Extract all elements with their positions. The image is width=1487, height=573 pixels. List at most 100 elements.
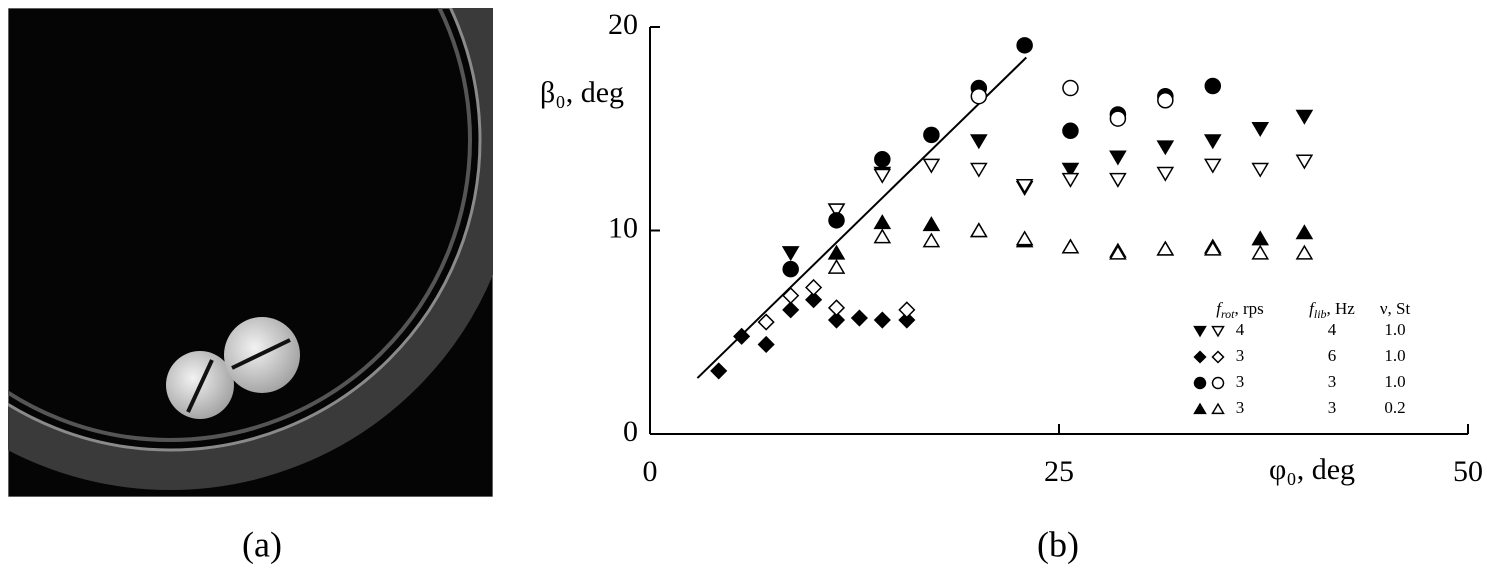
legend-marker [1193, 402, 1207, 415]
point [923, 126, 940, 144]
photo [8, 8, 493, 497]
point [1251, 244, 1270, 260]
panel-label: (a) [242, 524, 282, 564]
point [1251, 122, 1270, 137]
point [1061, 172, 1080, 188]
legend-cell: 3 [1236, 398, 1245, 417]
legend-unit: , rps [1235, 299, 1264, 318]
legend-header: frot, rps [1216, 299, 1264, 321]
point [1015, 178, 1034, 194]
point [1061, 238, 1080, 254]
legend-header: flib, Hz [1309, 299, 1355, 321]
point [827, 244, 846, 260]
point [970, 222, 988, 238]
point [873, 214, 892, 230]
point [827, 258, 846, 274]
x-tick-label: 0 [643, 455, 658, 488]
point [1016, 37, 1033, 54]
point [1204, 77, 1222, 95]
legend-symbol: ν [1380, 299, 1388, 318]
point [1156, 140, 1175, 156]
point [1156, 166, 1175, 182]
y-axis-label: β₀, deg [540, 76, 624, 109]
legend-cell: 1.0 [1384, 372, 1405, 391]
point [1109, 150, 1127, 166]
point [827, 299, 846, 317]
legend-symbol: f [1309, 299, 1316, 318]
legend-marker [1211, 350, 1225, 364]
y-tick-label: 20 [608, 8, 638, 41]
point [970, 87, 988, 105]
legend-marker [1211, 325, 1225, 338]
point [805, 291, 823, 309]
x-tick-label: 25 [1044, 455, 1074, 488]
legend-cell: 4 [1236, 320, 1245, 339]
point [922, 158, 941, 174]
panel-label: (b) [1037, 524, 1079, 564]
point [1203, 158, 1222, 174]
legend-cell: 3 [1236, 346, 1245, 365]
point [873, 228, 892, 244]
legend-symbol: f [1216, 299, 1223, 318]
legend-cell: 1.0 [1384, 346, 1405, 365]
legend-unit: , Hz [1327, 299, 1356, 318]
legend-marker [1211, 376, 1225, 390]
fit-line [696, 56, 1027, 379]
legend-header: ν, St [1380, 299, 1411, 318]
x-axis-label: φ₀, deg [1269, 453, 1355, 486]
legend-unit: , St [1388, 299, 1411, 318]
point [1295, 109, 1314, 125]
y-tick-label: 10 [608, 211, 638, 244]
point [1061, 162, 1080, 178]
point [805, 278, 823, 297]
point [827, 311, 846, 329]
point [898, 301, 916, 319]
point [1251, 162, 1270, 178]
point [1109, 172, 1127, 188]
legend-cell: 3 [1328, 398, 1337, 417]
point [1203, 134, 1222, 150]
point [757, 313, 775, 331]
point [827, 203, 846, 219]
point [898, 311, 916, 329]
point [1295, 244, 1314, 260]
point [970, 134, 988, 150]
point [757, 335, 775, 354]
point [782, 287, 800, 305]
legend-cell: 6 [1328, 346, 1337, 365]
point [782, 260, 799, 278]
legend-marker [1193, 350, 1207, 364]
point [1109, 110, 1127, 127]
legend-cell: 0.2 [1384, 398, 1405, 417]
point [781, 246, 800, 262]
legend-marker [1193, 376, 1207, 390]
point [1109, 244, 1127, 260]
point [1156, 240, 1175, 256]
y-tick-label: 0 [623, 415, 638, 448]
x-tick-label: 50 [1453, 455, 1483, 488]
point [873, 168, 892, 184]
point [1015, 230, 1034, 246]
legend-cell: 3 [1236, 372, 1245, 391]
point [828, 212, 845, 229]
point [710, 362, 728, 380]
point [1295, 154, 1314, 170]
point [1251, 230, 1270, 246]
legend-subscript: rot [1221, 307, 1235, 321]
legend-cell: 1.0 [1384, 320, 1405, 339]
legend-marker [1211, 402, 1225, 415]
legend-cell: 3 [1328, 372, 1337, 391]
point [1295, 224, 1314, 240]
point [850, 309, 868, 327]
legend-cell: 4 [1328, 320, 1337, 339]
point [782, 301, 800, 319]
point [922, 216, 941, 232]
legend-marker [1193, 325, 1207, 338]
point [1157, 92, 1174, 109]
point [970, 162, 988, 178]
point [733, 327, 751, 345]
point [874, 151, 891, 168]
legend-subscript: lib [1314, 307, 1327, 321]
point [922, 232, 941, 248]
point [1203, 240, 1222, 256]
